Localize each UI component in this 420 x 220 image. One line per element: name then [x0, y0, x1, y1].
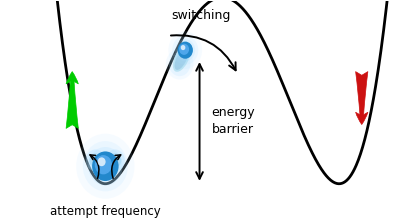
- Circle shape: [86, 149, 105, 171]
- Circle shape: [178, 42, 193, 59]
- Circle shape: [181, 45, 185, 50]
- Ellipse shape: [173, 46, 190, 72]
- Circle shape: [109, 153, 121, 167]
- Circle shape: [175, 39, 195, 61]
- Circle shape: [105, 149, 125, 171]
- Circle shape: [83, 141, 128, 191]
- Text: energy
barrier: energy barrier: [212, 106, 255, 136]
- Circle shape: [168, 31, 202, 69]
- Circle shape: [166, 49, 194, 80]
- Ellipse shape: [175, 48, 188, 70]
- Circle shape: [169, 52, 190, 76]
- Circle shape: [89, 153, 102, 167]
- Circle shape: [88, 147, 123, 185]
- Text: attempt frequency: attempt frequency: [50, 205, 161, 218]
- Circle shape: [179, 44, 189, 55]
- Circle shape: [95, 155, 112, 174]
- Text: switching: switching: [172, 9, 231, 22]
- Circle shape: [98, 157, 105, 166]
- Circle shape: [92, 151, 118, 181]
- Circle shape: [172, 36, 198, 65]
- Circle shape: [76, 134, 134, 199]
